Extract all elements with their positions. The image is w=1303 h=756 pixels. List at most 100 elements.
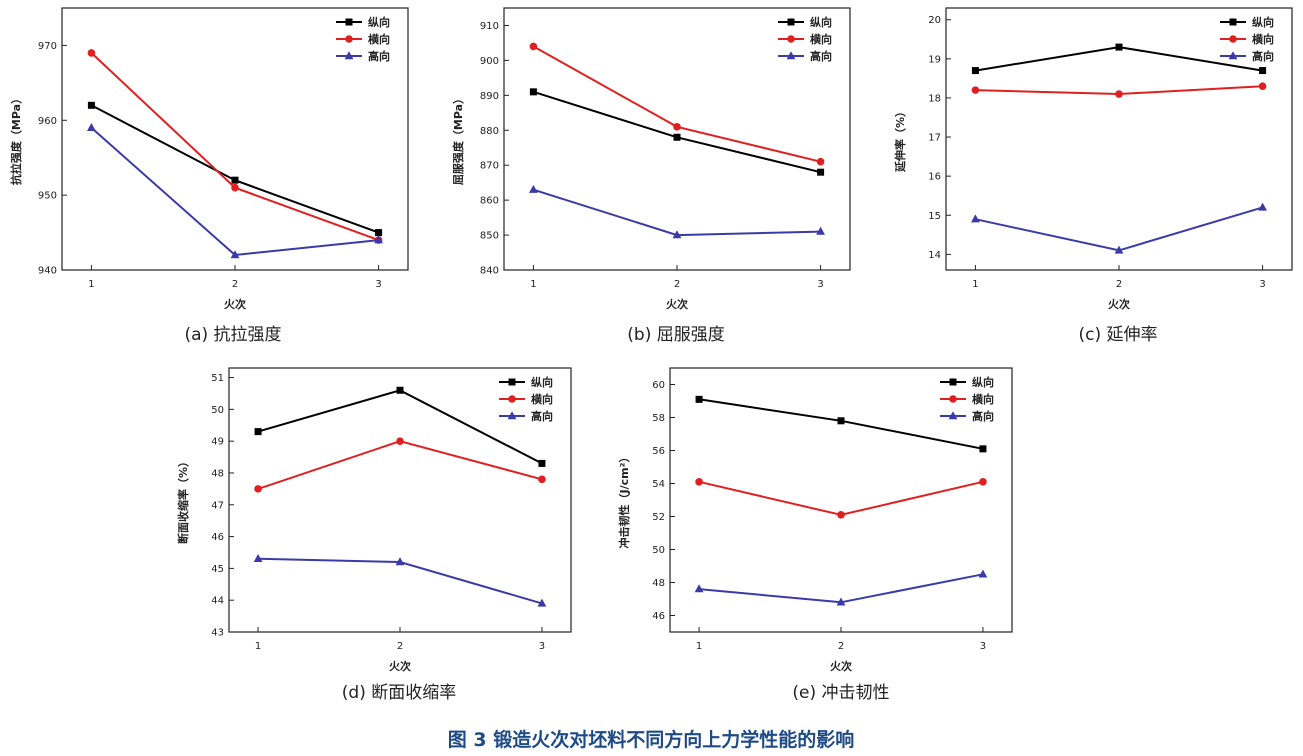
series-line-纵向 (257, 389, 543, 465)
data-point-纵向 (695, 395, 703, 403)
y-tick-label: 52 (652, 512, 665, 523)
legend-label: 高向 (368, 49, 390, 63)
caption-d: (d) 断面收缩率 (342, 683, 456, 703)
legend-marker (787, 35, 795, 43)
data-point-横向 (1258, 82, 1267, 91)
y-tick-label: 44 (211, 596, 224, 607)
data-point-纵向 (837, 417, 845, 425)
legend-label: 高向 (1252, 49, 1274, 63)
data-point-横向 (695, 478, 703, 486)
caption-c: (c) 延伸率 (1078, 325, 1157, 345)
plot-frame (669, 367, 1013, 633)
data-point-纵向 (375, 229, 383, 237)
data-point-纵向 (1115, 43, 1123, 51)
legend-label: 纵向 (1252, 15, 1274, 29)
x-tick-label: 1 (530, 279, 536, 290)
legend-marker (787, 18, 795, 26)
plot-frame (61, 7, 409, 271)
y-tick-label: 14 (928, 250, 941, 261)
chart-b: 840 850 860 870 880 890 900 910 1 2 3 火次 屈服强度（MPa） 纵向… (451, 7, 851, 311)
y-tick-label: 970 (38, 41, 57, 52)
legend-label: 高向 (531, 409, 553, 423)
x-axis-title: 火次 (830, 659, 852, 673)
y-tick-label: 890 (480, 91, 499, 102)
y-tick-label: 48 (211, 468, 224, 479)
legend-marker (345, 35, 353, 43)
x-tick-label: 1 (972, 279, 978, 290)
series-line-纵向 (90, 104, 379, 234)
data-point-横向 (979, 478, 987, 486)
series-line-纵向 (533, 90, 821, 174)
legend-marker (949, 378, 957, 386)
caption-e: (e) 冲击韧性 (792, 683, 889, 703)
series-line-横向 (532, 45, 821, 163)
y-tick-label: 48 (652, 578, 665, 589)
caption-a: (a) 抗拉强度 (184, 325, 281, 345)
data-point-横向 (87, 49, 96, 57)
data-point-横向 (538, 475, 546, 484)
data-point-高向 (230, 250, 240, 259)
y-axis-title: 抗拉强度（MPa） (9, 93, 23, 185)
data-point-横向 (971, 86, 980, 94)
data-point-纵向 (979, 445, 987, 453)
legend-marker (1228, 51, 1238, 60)
data-point-高向 (672, 230, 682, 239)
x-tick-label: 2 (232, 279, 238, 290)
x-tick-label: 3 (1259, 279, 1265, 290)
x-tick-label: 2 (674, 279, 680, 290)
x-tick-label: 2 (1116, 279, 1122, 290)
data-point-纵向 (971, 67, 979, 75)
legend-marker (949, 395, 957, 403)
data-point-高向 (971, 214, 980, 223)
x-tick-label: 1 (696, 641, 702, 652)
legend-label: 横向 (368, 32, 390, 46)
series-line-横向 (698, 480, 984, 516)
x-tick-label: 3 (375, 279, 381, 290)
data-point-横向 (529, 42, 538, 51)
legend-label: 高向 (972, 409, 994, 423)
y-axis-title: 冲击韧性（J/cm²） (617, 452, 631, 549)
data-point-横向 (816, 157, 825, 166)
y-tick-label: 910 (480, 21, 499, 32)
data-point-横向 (673, 122, 681, 131)
series-line-纵向 (975, 46, 1263, 72)
y-axis-title: 屈服强度（MPa） (451, 93, 465, 185)
data-point-纵向 (254, 428, 262, 436)
legend-label: 横向 (1252, 32, 1274, 46)
y-tick-label: 50 (211, 405, 224, 416)
y-tick-label: 58 (652, 413, 665, 424)
y-tick-label: 940 (38, 266, 57, 277)
data-point-纵向 (538, 459, 546, 467)
y-tick-label: 840 (480, 266, 499, 277)
y-tick-label: 16 (928, 172, 941, 183)
data-point-横向 (837, 511, 845, 519)
series-line-横向 (90, 52, 379, 242)
data-point-纵向 (231, 176, 239, 184)
legend-label: 纵向 (810, 15, 832, 29)
data-point-高向 (1258, 202, 1267, 211)
x-tick-label: 3 (817, 279, 823, 290)
series-line-高向 (975, 206, 1263, 252)
y-tick-label: 880 (480, 126, 499, 137)
x-axis-title: 火次 (666, 297, 688, 311)
y-tick-label: 19 (928, 54, 941, 65)
y-tick-label: 860 (480, 196, 499, 207)
data-point-高向 (395, 557, 405, 566)
data-point-纵向 (87, 101, 95, 109)
legend-marker (508, 378, 516, 386)
data-point-高向 (816, 226, 825, 235)
series-line-高向 (258, 557, 543, 605)
x-tick-label: 1 (88, 279, 94, 290)
y-tick-label: 18 (928, 93, 941, 104)
data-point-高向 (537, 598, 547, 607)
y-tick-label: 17 (928, 133, 941, 144)
legend-label: 纵向 (368, 15, 390, 29)
legend-marker (1229, 35, 1237, 43)
y-tick-label: 45 (211, 564, 224, 575)
legend-marker (345, 18, 353, 26)
data-point-高向 (374, 235, 383, 244)
